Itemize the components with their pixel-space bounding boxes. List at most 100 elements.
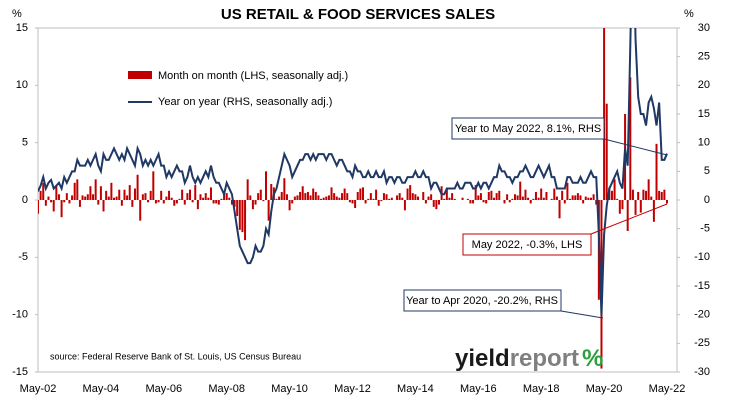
bar (498, 190, 501, 200)
x-tick-label: May-10 (271, 383, 308, 395)
bar (115, 196, 118, 200)
bar (251, 200, 254, 210)
bar (63, 200, 66, 203)
annotation-arrow (603, 138, 668, 156)
bar (348, 200, 351, 203)
bar (293, 196, 296, 200)
bar (60, 200, 63, 218)
bar (327, 195, 330, 200)
bar (309, 195, 312, 200)
bar (320, 198, 323, 200)
bar (165, 196, 168, 200)
bar (325, 196, 328, 200)
bar (278, 196, 281, 200)
bar (639, 200, 642, 213)
bar (92, 194, 95, 200)
bar (265, 171, 268, 200)
logo-symbol: % (582, 345, 603, 372)
bar (55, 186, 58, 200)
bar (333, 193, 336, 200)
bar (550, 198, 553, 200)
y2-tick-label: -20 (694, 309, 710, 321)
legend-label: Year on year (RHS, seasonally adj.) (158, 96, 332, 108)
bar (645, 190, 648, 200)
bar (147, 200, 150, 203)
bar (343, 188, 346, 200)
bar (73, 182, 76, 200)
bar (566, 182, 569, 200)
bar (39, 190, 42, 200)
y-tick-label: -15 (12, 366, 28, 378)
annotation: May 2022, -0.3%, LHS (472, 239, 583, 251)
bar (414, 194, 417, 200)
bar (346, 193, 349, 200)
bar (230, 200, 233, 205)
bar (110, 182, 113, 200)
bar (406, 188, 409, 200)
bar (314, 191, 317, 200)
bar (338, 197, 341, 200)
bar (385, 194, 388, 200)
bar (196, 200, 199, 210)
bar (126, 195, 129, 200)
logo-part: yield (455, 345, 510, 372)
bar (154, 200, 157, 204)
y-tick-label: 10 (16, 79, 28, 91)
bar (474, 185, 477, 200)
bar (76, 179, 79, 200)
bar (558, 200, 561, 219)
bar (241, 200, 244, 233)
bar (382, 193, 385, 200)
bar (354, 200, 357, 209)
bar (94, 179, 97, 200)
bar (422, 191, 425, 200)
bar (576, 193, 579, 200)
bar (52, 200, 55, 212)
bar (479, 193, 482, 200)
y2-tick-label: -25 (694, 337, 710, 349)
bar (432, 200, 435, 207)
bar (170, 197, 173, 200)
bar (482, 200, 485, 203)
bar (186, 193, 189, 200)
bar (511, 198, 514, 200)
y2-tick-label: -30 (694, 366, 710, 378)
bar (579, 195, 582, 200)
y-tick-label: 5 (22, 137, 28, 149)
bar (131, 200, 134, 207)
bar (312, 188, 315, 200)
source: source: Federal Reserve Bank of St. Loui… (50, 351, 301, 361)
bar (275, 198, 278, 200)
bar (375, 189, 378, 200)
bar (44, 200, 47, 206)
annotation-box (403, 289, 562, 312)
bar (356, 191, 359, 200)
bar (616, 198, 619, 200)
bar (663, 189, 666, 200)
bar (618, 200, 621, 214)
y2-tick-label: 0 (704, 194, 710, 206)
bar (647, 179, 650, 200)
annotation-arrow (590, 203, 668, 235)
bar (228, 197, 231, 200)
bar (540, 188, 543, 200)
bar (102, 200, 105, 212)
bar (341, 193, 344, 200)
bar (553, 188, 556, 200)
y2-tick-label: -15 (694, 280, 710, 292)
annotation: Year to Apr 2020, -20.2%, RHS (406, 295, 558, 307)
bar (600, 200, 603, 369)
x-tick-label: May-18 (523, 383, 560, 395)
bar (401, 197, 404, 200)
bar (99, 186, 102, 200)
bar (84, 196, 87, 200)
x-tick-label: May-04 (83, 383, 120, 395)
x-tick-label: May-14 (397, 383, 434, 395)
bar (225, 193, 228, 200)
bar (236, 200, 239, 217)
bar (634, 200, 637, 215)
bar (495, 193, 498, 200)
bar (493, 197, 496, 200)
bar (403, 200, 406, 211)
